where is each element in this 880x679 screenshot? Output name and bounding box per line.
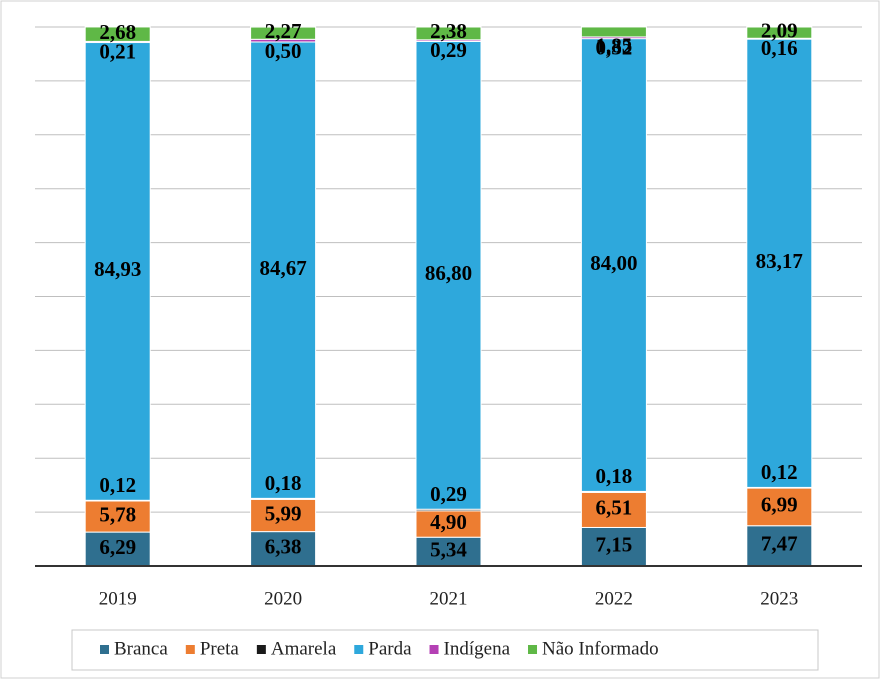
- bar-segment: [580, 491, 647, 528]
- value-label: 0,29: [430, 482, 467, 506]
- value-label: 1,85: [596, 34, 633, 58]
- bar-segment: [250, 531, 317, 567]
- x-tick-label: 2022: [595, 588, 633, 609]
- x-tick-label: 2019: [99, 588, 137, 609]
- bar-segment: [250, 41, 317, 499]
- value-label: 2,09: [761, 18, 798, 42]
- x-tick-label: 2021: [430, 588, 468, 609]
- value-label: 0,50: [265, 39, 302, 63]
- bar-segment: [580, 38, 647, 492]
- bar-segment: [580, 26, 647, 38]
- value-label: 5,99: [265, 501, 302, 525]
- legend-swatch: [354, 645, 364, 654]
- legend-label: Preta: [200, 638, 240, 659]
- value-label: 2,27: [265, 19, 302, 43]
- value-label: 84,00: [590, 251, 637, 275]
- legend-swatch: [528, 645, 538, 654]
- bar-segment: [746, 487, 813, 527]
- legend-label: Parda: [368, 638, 412, 659]
- x-tick-label: 2023: [760, 588, 798, 609]
- bar-segment: [415, 26, 482, 41]
- bar-segment: [415, 40, 482, 510]
- legend-label: Branca: [114, 638, 168, 659]
- legend-swatch: [100, 645, 109, 654]
- x-tick-label: 2020: [264, 588, 302, 609]
- bar-segment: [250, 26, 317, 40]
- bar-segment: [746, 26, 813, 39]
- bar-segment: [415, 536, 482, 567]
- value-label: 0,18: [596, 464, 633, 488]
- value-label: 6,99: [761, 493, 798, 517]
- value-label: 5,34: [430, 537, 467, 561]
- value-label: 0,12: [761, 460, 798, 484]
- legend-label: Não Informado: [542, 638, 659, 659]
- value-label: 84,67: [259, 256, 306, 280]
- bar-segment: [84, 500, 151, 533]
- bar-segment: [580, 526, 647, 567]
- value-label: 6,38: [265, 535, 302, 559]
- value-label: 0,18: [265, 471, 302, 495]
- legend-swatch: [429, 645, 439, 654]
- bar-segment: [746, 38, 813, 488]
- bar-segment: [250, 498, 317, 533]
- legend-label: Indígena: [444, 638, 511, 659]
- value-label: 2,68: [99, 20, 136, 44]
- legend-box: [71, 629, 819, 671]
- value-label: 4,90: [430, 510, 467, 534]
- value-label: 6,29: [99, 535, 136, 559]
- value-label: 5,78: [99, 502, 136, 526]
- legend-label: Amarela: [271, 638, 337, 659]
- value-label: 7,47: [761, 532, 798, 556]
- bar-segment: [84, 42, 151, 501]
- bar-segment: [84, 531, 151, 567]
- value-label: 0,29: [430, 38, 467, 62]
- legend-swatch: [256, 645, 266, 654]
- value-label: 83,17: [756, 249, 803, 273]
- value-label: 2,38: [430, 19, 467, 43]
- value-label: 0,32: [596, 35, 633, 59]
- value-label: 7,15: [596, 533, 633, 557]
- value-label: 84,93: [94, 257, 141, 281]
- value-label: 0,21: [99, 39, 136, 63]
- bar-segment: [415, 510, 482, 538]
- value-label: 0,16: [761, 36, 798, 60]
- value-label: 86,80: [425, 261, 472, 285]
- legend-swatch: [185, 645, 195, 654]
- bar-segment: [84, 26, 151, 42]
- bar-segment: [746, 525, 813, 567]
- value-label: 0,12: [99, 473, 136, 497]
- value-label: 6,51: [596, 496, 633, 520]
